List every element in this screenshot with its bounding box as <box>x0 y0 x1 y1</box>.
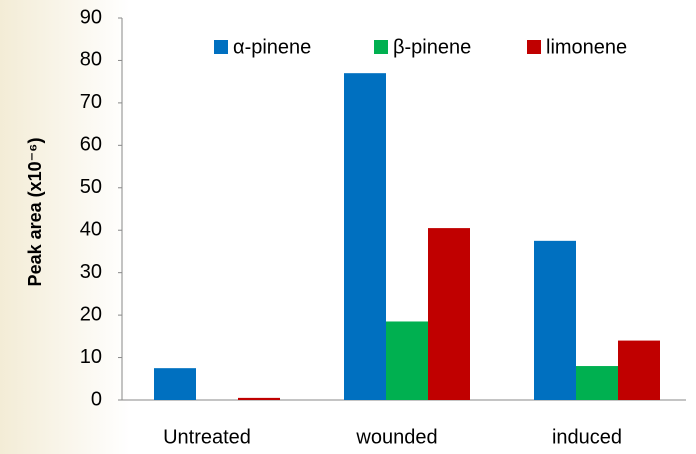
y-tick-label: 60 <box>80 134 102 156</box>
bar <box>238 397 280 400</box>
bar <box>618 340 660 400</box>
bar <box>534 240 576 400</box>
background-photo <box>0 0 130 454</box>
y-tick-label: 80 <box>80 49 102 71</box>
y-tick-label: 70 <box>80 91 102 113</box>
bar <box>428 228 470 400</box>
legend-swatch <box>527 40 541 54</box>
y-axis-label: Peak area (x10⁻⁶) <box>25 138 45 287</box>
y-tick-label: 30 <box>80 261 102 283</box>
legend-label: β-pinene <box>393 36 471 58</box>
legend-swatch <box>374 40 388 54</box>
x-tick-label: Untreated <box>163 426 251 448</box>
y-tick-label: 20 <box>80 303 102 325</box>
legend-label: α-pinene <box>233 36 311 58</box>
x-tick-label: induced <box>552 426 622 448</box>
bar <box>386 321 428 400</box>
x-tick-label: wounded <box>355 426 437 448</box>
y-tick-label: 0 <box>91 388 102 410</box>
bar <box>154 368 196 400</box>
bar <box>576 366 618 400</box>
y-tick-label: 50 <box>80 176 102 198</box>
y-tick-label: 90 <box>80 6 102 28</box>
legend-swatch <box>214 40 228 54</box>
bar <box>344 73 386 400</box>
y-tick-label: 40 <box>80 219 102 241</box>
y-tick-label: 10 <box>80 346 102 368</box>
legend-label: limonene <box>546 36 627 58</box>
